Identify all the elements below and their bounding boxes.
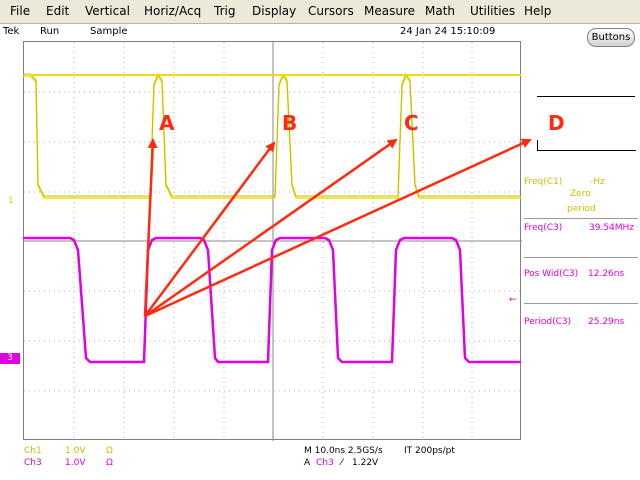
menu-math[interactable]: Math [425, 4, 456, 18]
menu-utilities[interactable]: Utilities [470, 4, 516, 18]
freq-c1-value: -Hz [590, 177, 605, 187]
trigger-source[interactable]: Ch3 [316, 458, 334, 468]
annotation-b: B [282, 111, 298, 135]
freq-c1-note-1: Zero [570, 189, 591, 199]
timebase-readout[interactable]: M 10.0ns 2.5GS/s [304, 446, 383, 456]
acquisition-mode: Sample [90, 26, 128, 37]
empty-measurement-slot[interactable] [537, 96, 635, 103]
menu-vertical[interactable]: Vertical [85, 4, 130, 18]
period-c3-value: 25.29ns [588, 317, 625, 327]
menu-trig[interactable]: Trig [214, 4, 236, 18]
poswid-c3-value: 12.26ns [588, 269, 625, 279]
freq-c3-label[interactable]: Freq(C3) [524, 223, 563, 233]
brand-label: Tek [3, 26, 20, 37]
datetime: 24 Jan 24 15:10:09 [400, 26, 496, 37]
waveform-display[interactable] [23, 41, 522, 441]
graticule [24, 42, 522, 441]
menu-help[interactable]: Help [524, 4, 552, 18]
menu-file[interactable]: File [10, 4, 31, 18]
poswid-c3-label[interactable]: Pos Wid(C3) [524, 269, 579, 279]
annotation-c: C [404, 111, 419, 135]
ch3-marker[interactable]: 3 [0, 353, 20, 364]
trigger-prefix: A [304, 458, 311, 468]
menu-bar: File Edit Vertical Horiz/Acq Trig Displa… [0, 0, 640, 24]
menu-horiz-acq[interactable]: Horiz/Acq [144, 4, 202, 18]
annotation-d: D [548, 111, 565, 135]
freq-c1-label[interactable]: Freq(C1) [524, 177, 563, 187]
menu-display[interactable]: Display [252, 4, 297, 18]
trigger-level[interactable]: 1.22V [352, 458, 379, 468]
annotation-a: A [159, 111, 175, 135]
ch1-scale[interactable]: 1.0V [65, 446, 86, 456]
menu-edit[interactable]: Edit [46, 4, 70, 18]
ch1-marker[interactable]: 1 [8, 196, 14, 206]
buttons-button[interactable]: Buttons [587, 28, 635, 47]
ch3-coupling: Ω [106, 458, 113, 468]
menu-cursors[interactable]: Cursors [308, 4, 354, 18]
ch3-name[interactable]: Ch3 [24, 458, 42, 468]
freq-c3-value: 39.54MHz [589, 223, 635, 233]
ch1-coupling: Ω [106, 446, 113, 456]
empty-measurement-slot-2[interactable] [537, 140, 636, 151]
freq-c1-note-2: period [567, 204, 596, 214]
measurement-divider [524, 303, 638, 304]
measurement-divider [524, 218, 638, 219]
measurement-divider [524, 257, 638, 258]
ch3-scale[interactable]: 1.0V [65, 458, 86, 468]
ch1-name[interactable]: Ch1 [24, 446, 42, 456]
run-state[interactable]: Run [40, 26, 60, 37]
period-c3-label[interactable]: Period(C3) [524, 317, 572, 327]
record-resolution: IT 200ps/pt [404, 446, 455, 456]
trigger-level-arrow-icon[interactable]: ← [509, 295, 517, 305]
menu-measure[interactable]: Measure [364, 4, 415, 18]
status-bar: Tek Run Sample 24 Jan 24 15:10:09 [0, 24, 640, 40]
trigger-slope-icon[interactable]: ⁄ [341, 458, 343, 468]
